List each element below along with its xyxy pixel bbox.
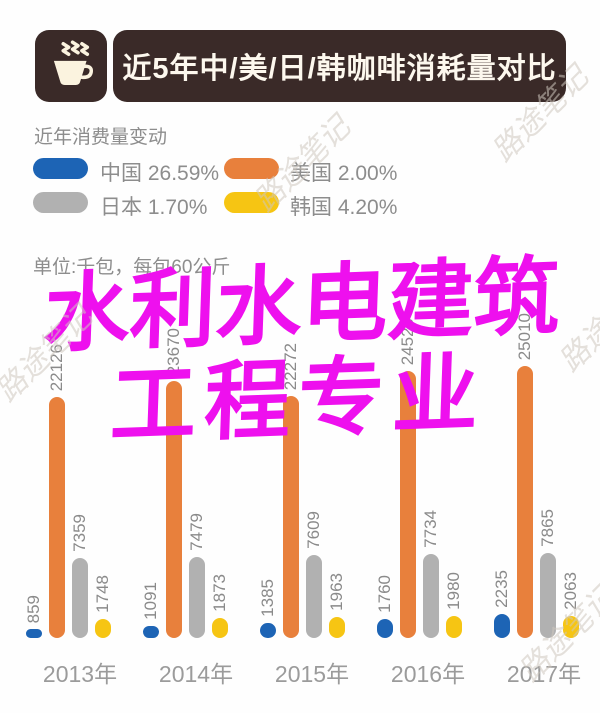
bar-value-label: 25010 bbox=[515, 312, 534, 360]
bar-韩国-2015年: 1963 bbox=[327, 573, 346, 638]
bar-美国-2013年: 22126 bbox=[47, 344, 66, 638]
bar-value-label: 1091 bbox=[141, 582, 160, 620]
legend-label-korea: 韩国 4.20% bbox=[290, 196, 398, 219]
bar-中国-2016年: 1760 bbox=[375, 575, 394, 638]
x-axis-label-2013年: 2013年 bbox=[42, 661, 118, 687]
bar-shape bbox=[166, 381, 182, 638]
bar-value-label: 1385 bbox=[258, 579, 277, 617]
bar-value-label: 23670 bbox=[164, 327, 183, 375]
legend-swatch-korea bbox=[224, 192, 279, 213]
bar-value-label: 7865 bbox=[538, 509, 557, 547]
bar-美国-2014年: 23670 bbox=[164, 328, 183, 638]
bar-shape bbox=[49, 397, 65, 638]
bar-value-label: 1963 bbox=[327, 573, 346, 611]
x-axis-label-2017年: 2017年 bbox=[506, 661, 582, 687]
bar-value-label: 1748 bbox=[93, 575, 112, 613]
bar-shape bbox=[95, 619, 111, 638]
bar-value-label: 2063 bbox=[561, 572, 580, 610]
bar-shape bbox=[377, 619, 393, 638]
bar-shape bbox=[143, 626, 159, 638]
bar-韩国-2013年: 1748 bbox=[93, 575, 112, 638]
bar-shape bbox=[540, 553, 556, 638]
bar-value-label: 7359 bbox=[70, 514, 89, 552]
bar-value-label: 22272 bbox=[281, 342, 300, 390]
bar-value-label: 22126 bbox=[47, 343, 66, 391]
bar-shape bbox=[329, 617, 345, 638]
bar-中国-2013年: 859 bbox=[24, 595, 43, 638]
bar-shape bbox=[212, 618, 228, 638]
bar-美国-2017年: 25010 bbox=[515, 313, 534, 638]
bar-shape bbox=[26, 629, 42, 638]
unit-note: 单位:千包，每包60公斤 bbox=[33, 257, 231, 278]
bar-shape bbox=[400, 371, 416, 638]
bar-value-label: 1760 bbox=[375, 575, 394, 613]
bar-日本-2014年: 7479 bbox=[187, 513, 206, 638]
bar-日本-2016年: 7734 bbox=[421, 510, 440, 638]
legend-swatch-china bbox=[33, 158, 88, 179]
x-axis-label-2015年: 2015年 bbox=[274, 661, 350, 687]
page-title: 近5年中/美/日/韩咖啡消耗量对比 bbox=[122, 53, 557, 85]
legend-swatch-japan bbox=[33, 192, 88, 213]
legend-label-japan: 日本 1.70% bbox=[100, 196, 208, 219]
bar-日本-2015年: 7609 bbox=[304, 511, 323, 638]
bar-value-label: 7479 bbox=[187, 513, 206, 551]
legend-label-china: 中国 26.59% bbox=[100, 162, 220, 185]
bar-中国-2017年: 2235 bbox=[492, 570, 511, 638]
bar-value-label: 1873 bbox=[210, 574, 229, 612]
bar-美国-2016年: 24520 bbox=[398, 318, 417, 638]
bar-value-label: 1980 bbox=[444, 572, 463, 610]
bar-value-label: 7609 bbox=[304, 511, 323, 549]
bar-shape bbox=[72, 558, 88, 638]
header-icon-tile bbox=[35, 30, 107, 102]
bar-value-label: 7734 bbox=[421, 510, 440, 548]
x-axis-label-2016年: 2016年 bbox=[390, 661, 466, 687]
bar-shape bbox=[423, 554, 439, 638]
bar-美国-2015年: 22272 bbox=[281, 343, 300, 638]
bar-日本-2017年: 7865 bbox=[538, 509, 557, 638]
bar-shape bbox=[189, 557, 205, 638]
bar-shape bbox=[283, 396, 299, 638]
bar-韩国-2016年: 1980 bbox=[444, 572, 463, 638]
bar-value-label: 859 bbox=[24, 594, 43, 623]
bar-value-label: 24520 bbox=[398, 317, 417, 365]
legend-swatch-usa bbox=[224, 158, 279, 179]
bar-shape bbox=[306, 555, 322, 638]
bar-shape bbox=[494, 614, 510, 638]
bar-中国-2015年: 1385 bbox=[258, 579, 277, 638]
legend-label-usa: 美国 2.00% bbox=[290, 162, 398, 185]
bar-value-label: 2235 bbox=[492, 570, 511, 608]
header-title-tile: 近5年中/美/日/韩咖啡消耗量对比 bbox=[113, 30, 566, 102]
bar-shape bbox=[563, 616, 579, 638]
bar-shape bbox=[517, 366, 533, 638]
bar-韩国-2017年: 2063 bbox=[561, 572, 580, 638]
bar-日本-2013年: 7359 bbox=[70, 514, 89, 638]
bar-中国-2014年: 1091 bbox=[141, 582, 160, 638]
x-axis-label-2014年: 2014年 bbox=[158, 661, 234, 687]
bar-shape bbox=[260, 623, 276, 638]
bar-shape bbox=[446, 616, 462, 638]
legend-title: 近年消费量变动 bbox=[34, 127, 168, 148]
bar-韩国-2014年: 1873 bbox=[210, 574, 229, 638]
coffee-cup-icon bbox=[43, 36, 99, 97]
